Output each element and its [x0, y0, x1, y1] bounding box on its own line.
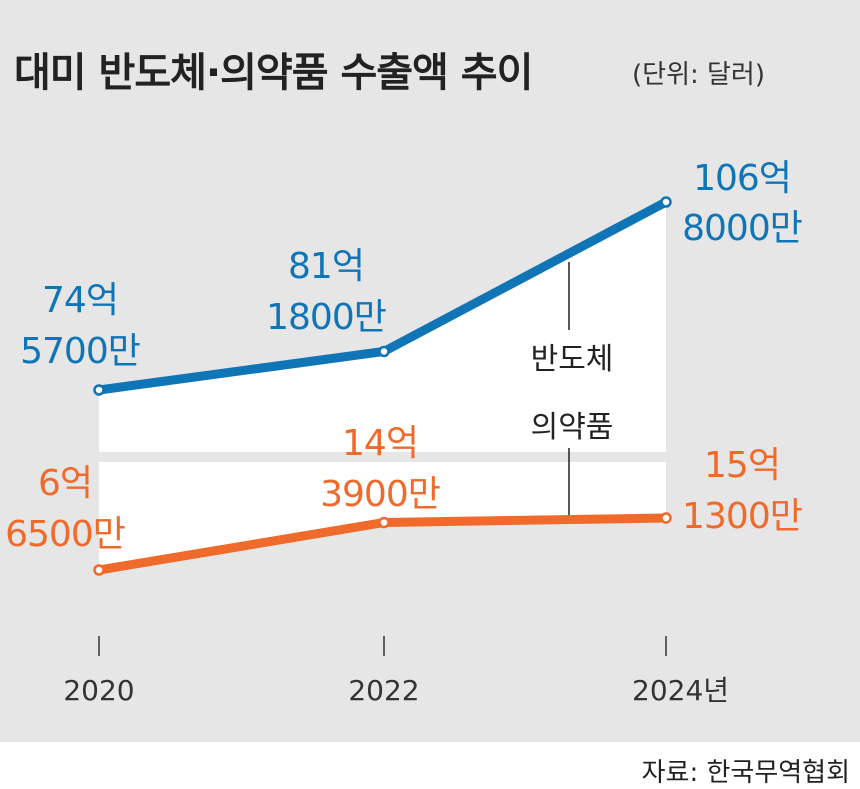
source-note: 자료: 한국무역협회	[641, 758, 850, 788]
semiconductor-label-2: 106억 8000만	[682, 158, 802, 249]
semiconductor-point-2	[660, 196, 672, 208]
x-tick-label-2: 2024년	[632, 674, 729, 707]
x-tick-label-0: 2020	[63, 674, 134, 707]
pharma-point-1	[378, 516, 390, 529]
semiconductor-point-1	[378, 345, 390, 358]
semiconductor-area	[99, 202, 666, 452]
pharma-label-1: 14억 3900만	[320, 423, 440, 515]
pharma-point-2	[660, 512, 672, 524]
pharma-label-2: 15억 1300만	[682, 445, 802, 537]
line-chart: 74억 5700만 81억 1800만 106억 8000만 6억 6500만 14억 3900만…	[5, 158, 803, 707]
unit-label: (단위: 달러)	[632, 60, 765, 90]
pharma-series-label: 의약품	[531, 410, 614, 445]
x-tick-label-1: 2022	[348, 674, 419, 707]
semiconductor-label-0: 74억 5700만	[20, 280, 140, 372]
pharma-point-0	[93, 564, 105, 576]
semiconductor-label-1: 81억 1800만	[266, 246, 386, 338]
pharma-label-0: 6억 6500만	[5, 463, 125, 555]
semiconductor-point-0	[93, 384, 105, 396]
semiconductor-series-label: 반도체	[531, 342, 614, 377]
chart-title: 대미 반도체·의약품 수출액 추이	[14, 50, 533, 96]
